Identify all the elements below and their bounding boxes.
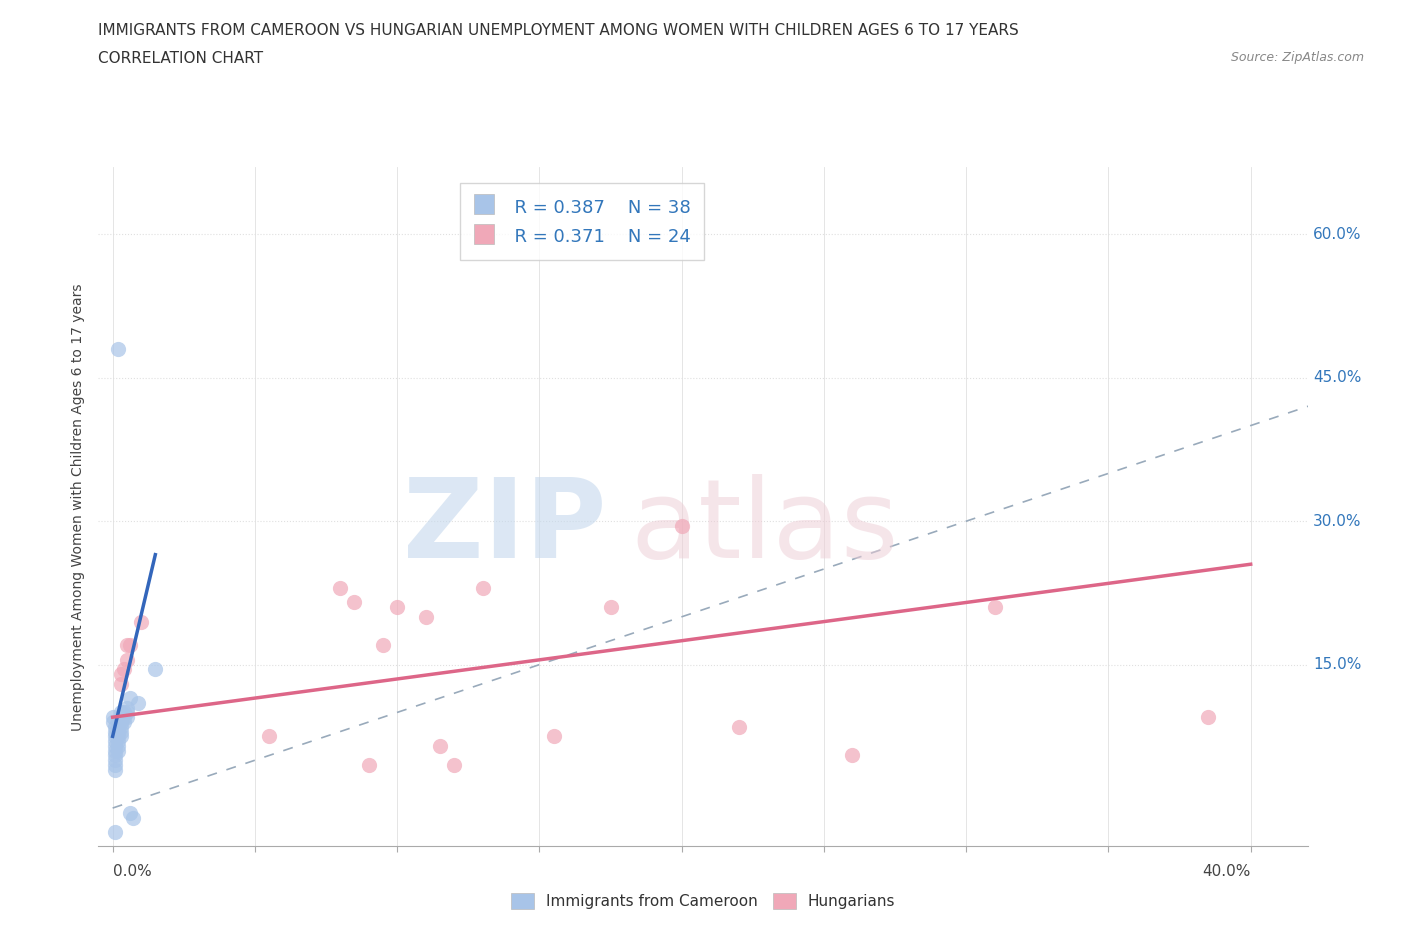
Point: [104, 734, 127, 749]
Point: [107, 724, 129, 739]
Point: [101, 710, 124, 724]
Point: [101, 714, 124, 729]
Point: [110, 729, 132, 744]
Text: CORRELATION CHART: CORRELATION CHART: [98, 51, 263, 66]
Point: [118, 638, 141, 653]
Point: [110, 719, 132, 734]
Text: Source: ZipAtlas.com: Source: ZipAtlas.com: [1230, 51, 1364, 64]
Point: [104, 825, 127, 840]
Point: [107, 729, 129, 744]
Text: 45.0%: 45.0%: [1313, 370, 1361, 385]
Point: [110, 714, 132, 729]
Point: [443, 758, 465, 773]
Point: [110, 724, 132, 739]
Point: [118, 691, 141, 706]
Point: [110, 710, 132, 724]
Legend: Immigrants from Cameroon, Hungarians: Immigrants from Cameroon, Hungarians: [503, 885, 903, 917]
Point: [104, 752, 127, 767]
Point: [104, 738, 127, 753]
Point: [104, 748, 127, 763]
Point: [841, 748, 863, 763]
Point: [110, 676, 132, 691]
Point: [112, 662, 135, 677]
Text: 0.0%: 0.0%: [112, 864, 152, 879]
Point: [115, 710, 138, 724]
Point: [127, 696, 149, 711]
Point: [104, 729, 127, 744]
Point: [107, 341, 129, 356]
Point: [107, 743, 129, 758]
Text: ZIP: ZIP: [404, 473, 606, 580]
Point: [118, 805, 141, 820]
Point: [107, 714, 129, 729]
Text: 40.0%: 40.0%: [1202, 864, 1251, 879]
Point: [121, 810, 143, 825]
Point: [329, 580, 352, 595]
Point: [129, 614, 152, 629]
Point: [599, 600, 621, 615]
Point: [671, 519, 693, 534]
Point: [727, 719, 749, 734]
Point: [104, 724, 127, 739]
Point: [357, 758, 380, 773]
Text: 30.0%: 30.0%: [1313, 513, 1362, 528]
Point: [104, 758, 127, 773]
Y-axis label: Unemployment Among Women with Children Ages 6 to 17 years: Unemployment Among Women with Children A…: [70, 283, 84, 731]
Point: [115, 700, 138, 715]
Point: [115, 705, 138, 720]
Point: [110, 667, 132, 682]
Point: [543, 729, 565, 744]
Point: [107, 719, 129, 734]
Point: [415, 609, 437, 624]
Point: [110, 705, 132, 720]
Point: [112, 714, 135, 729]
Point: [143, 662, 166, 677]
Text: 15.0%: 15.0%: [1313, 658, 1361, 672]
Point: [107, 734, 129, 749]
Point: [983, 600, 1005, 615]
Point: [371, 638, 394, 653]
Point: [104, 743, 127, 758]
Point: [112, 710, 135, 724]
Point: [115, 638, 138, 653]
Point: [112, 705, 135, 720]
Text: atlas: atlas: [630, 473, 898, 580]
Point: [429, 738, 451, 753]
Point: [385, 600, 408, 615]
Point: [343, 595, 366, 610]
Point: [107, 738, 129, 753]
Point: [1197, 710, 1219, 724]
Point: [104, 719, 127, 734]
Point: [115, 653, 138, 668]
Point: [471, 580, 494, 595]
Point: [257, 729, 280, 744]
Text: 60.0%: 60.0%: [1313, 227, 1362, 242]
Text: IMMIGRANTS FROM CAMEROON VS HUNGARIAN UNEMPLOYMENT AMONG WOMEN WITH CHILDREN AGE: IMMIGRANTS FROM CAMEROON VS HUNGARIAN UN…: [98, 23, 1019, 38]
Point: [104, 763, 127, 777]
